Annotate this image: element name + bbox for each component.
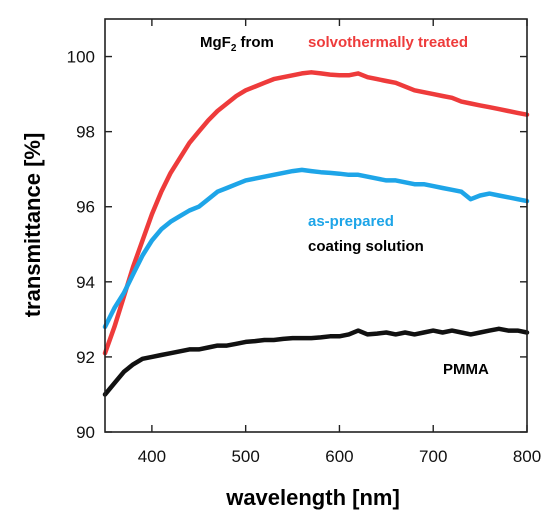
series-line-pmma [102,326,530,397]
y-tick-label: 90 [76,423,95,442]
plot-frame [104,18,528,433]
y-tick-label: 92 [76,348,95,367]
annotation-header-suffix: from [236,34,274,51]
annotation-solvothermally-treated: solvothermally treated [308,34,468,51]
series-line-solvothermally [102,70,530,356]
series-layer [102,70,530,397]
annotation-as-prepared: as-prepared [308,213,394,230]
annotation-header-subscript: 2 [231,43,237,54]
y-tick-label: 98 [76,123,95,142]
x-tick-label: 600 [325,447,353,466]
ticks-layer: 400 500 600 700 800 90 92 94 96 98 100 [67,19,541,466]
x-tick-label: 400 [138,447,166,466]
y-tick-label: 96 [76,198,95,217]
y-axis-title: transmittance [%] [20,133,45,318]
x-tick-label: 700 [419,447,447,466]
annotation-pmma: PMMA [443,361,489,378]
annotation-header-prefix: MgF [200,34,231,51]
y-tick-label: 94 [76,273,95,292]
annotation-coating-solution: coating solution [308,238,424,255]
y-tick-label: 100 [67,48,95,67]
x-axis-title: wavelength [nm] [225,485,400,510]
x-tick-label: 500 [231,447,259,466]
annotation-header: MgF2 from [200,34,274,54]
series-line-as-prepared [102,167,530,330]
x-tick-label: 800 [513,447,541,466]
